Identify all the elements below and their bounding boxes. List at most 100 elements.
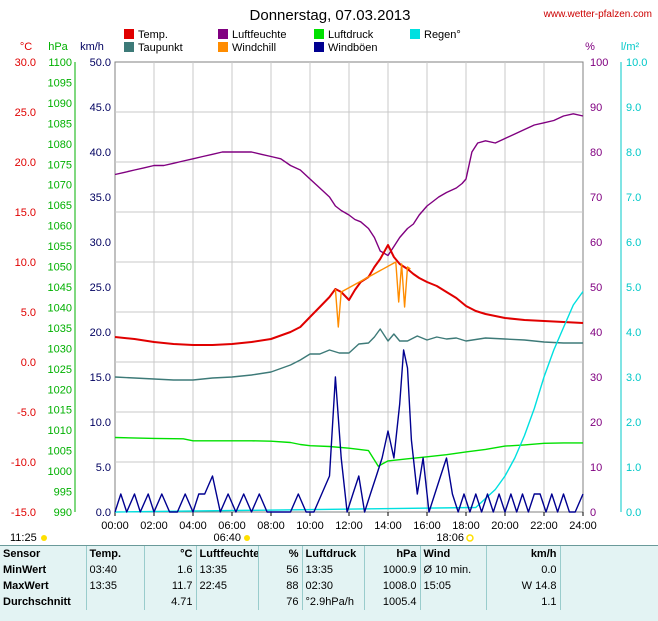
stats-header-wind-unit: km/h <box>486 546 561 562</box>
y-tick-label-temp: 15.0 <box>15 207 36 219</box>
y-tick-label-pressure: 1080 <box>48 139 72 151</box>
x-tick-label: 00:00 <box>101 520 129 532</box>
x-tick-label: 08:00 <box>257 520 285 532</box>
stats-row-label: MaxWert <box>0 578 87 594</box>
stats-row-average: Durchschnitt 4.71 76 °2.9hPa/h 1005.4 1.… <box>0 594 561 610</box>
legend-swatch <box>314 29 324 39</box>
legend-label: Windchill <box>232 42 276 54</box>
plot-area <box>114 113 584 513</box>
stats-row-min: MinWert 03:40 1.6 13:35 56 13:35 1000.9 … <box>0 562 561 578</box>
stats-humidity-value: 88 <box>258 578 303 594</box>
x-tick-label: 02:00 <box>140 520 168 532</box>
y-tick-label-pressure: 1050 <box>48 262 72 274</box>
stats-header-temp: Temp. <box>86 546 145 562</box>
y-tick-label-wind: 0.0 <box>96 507 111 519</box>
sunrise-label: 06:40 <box>213 532 241 544</box>
statistics-table: Sensor Temp. °C Luftfeuchte % Luftdruck … <box>0 546 561 610</box>
stats-row-max: MaxWert 13:35 11.7 22:45 88 02:30 1008.0… <box>0 578 561 594</box>
y-tick-label-temp: 20.0 <box>15 157 36 169</box>
legend-swatch <box>218 29 228 39</box>
y-tick-label-pressure: 1060 <box>48 221 72 233</box>
x-tick-label: 10:00 <box>296 520 324 532</box>
stats-header-temp-unit: °C <box>144 546 197 562</box>
series-line <box>114 328 583 381</box>
series-line <box>334 261 411 328</box>
y-tick-label-pressure: 1000 <box>48 466 72 478</box>
y-tick-label-pressure: 1040 <box>48 302 72 314</box>
stats-pressure-time: 02:30 <box>302 578 365 594</box>
y-tick-label-pressure: 1090 <box>48 98 72 110</box>
y-tick-label-rain: 9.0 <box>626 102 641 114</box>
stats-header-humidity-unit: % <box>258 546 303 562</box>
y-tick-label-temp: 10.0 <box>15 257 36 269</box>
y-tick-label-rain: 7.0 <box>626 192 641 204</box>
y-tick-label-wind: 25.0 <box>90 282 111 294</box>
stats-wind-value: 1.1 <box>486 594 561 610</box>
y-axis-unit-rain: l/m² <box>621 41 640 53</box>
x-tick-label: 12:00 <box>335 520 363 532</box>
legend-label: Taupunkt <box>138 42 183 54</box>
stats-pressure-value: 1008.0 <box>364 578 421 594</box>
stats-row-label: MinWert <box>0 562 87 578</box>
series-line <box>114 436 583 467</box>
y-tick-label-wind: 40.0 <box>90 147 111 159</box>
stats-humidity-value: 56 <box>258 562 303 578</box>
y-tick-label-wind: 5.0 <box>96 462 111 474</box>
y-tick-label-temp: 0.0 <box>21 357 36 369</box>
legend-swatch <box>410 29 420 39</box>
y-tick-label-humidity: 20 <box>590 417 602 429</box>
legend-swatch <box>314 42 324 52</box>
y-tick-label-wind: 20.0 <box>90 327 111 339</box>
x-tick-label: 06:00 <box>218 520 246 532</box>
y-axis-unit-temp: °C <box>20 41 32 53</box>
y-tick-label-pressure: 1030 <box>48 343 72 355</box>
sun-icon <box>41 535 47 541</box>
x-tick-label: 20:00 <box>491 520 519 532</box>
stats-wind-value: W 14.8 <box>486 578 561 594</box>
y-tick-label-humidity: 90 <box>590 102 602 114</box>
y-tick-label-pressure: 1020 <box>48 384 72 396</box>
stats-row-label: Durchschnitt <box>0 594 87 610</box>
stats-humidity-time <box>196 594 259 610</box>
stats-temp-value: 4.71 <box>144 594 197 610</box>
stats-header-sensor: Sensor <box>0 546 87 562</box>
y-tick-label-pressure: 1055 <box>48 241 72 253</box>
site-url[interactable]: www.wetter-pfalzen.com <box>543 9 652 20</box>
sunrise-icon <box>244 535 250 541</box>
stats-pressure-value: 1005.4 <box>364 594 421 610</box>
y-tick-label-pressure: 1085 <box>48 118 72 130</box>
stats-pressure-time: °2.9hPa/h <box>302 594 365 610</box>
legend-label: Temp. <box>138 29 168 41</box>
y-tick-label-wind: 35.0 <box>90 192 111 204</box>
y-tick-label-temp: -5.0 <box>17 407 36 419</box>
y-tick-label-rain: 8.0 <box>626 147 641 159</box>
stats-humidity-value: 76 <box>258 594 303 610</box>
y-tick-label-humidity: 30 <box>590 372 602 384</box>
stats-header-pressure: Luftdruck <box>302 546 365 562</box>
legend-swatch <box>218 42 228 52</box>
y-tick-label-pressure: 1005 <box>48 446 72 458</box>
y-tick-label-rain: 0.0 <box>626 507 641 519</box>
y-tick-label-humidity: 80 <box>590 147 602 159</box>
stats-temp-time: 13:35 <box>86 578 145 594</box>
weather-chart: Donnerstag, 07.03.2013 www.wetter-pfalze… <box>10 7 652 544</box>
x-tick-label: 22:00 <box>530 520 558 532</box>
series-line <box>114 113 584 257</box>
y-axis-unit-wind: km/h <box>80 41 104 53</box>
series-line <box>114 349 584 513</box>
y-tick-label-wind: 15.0 <box>90 372 111 384</box>
sunset-icon <box>466 534 474 542</box>
y-tick-label-rain: 3.0 <box>626 372 641 384</box>
y-tick-label-pressure: 1075 <box>48 159 72 171</box>
y-tick-label-rain: 2.0 <box>626 417 641 429</box>
y-tick-label-pressure: 1015 <box>48 405 72 417</box>
y-tick-label-temp: -10.0 <box>11 457 36 469</box>
chart-axes: 00:00 02:00 04:00 06:00 08:00 10:00 12:00 14:00… <box>11 41 648 532</box>
y-tick-label-pressure: 1065 <box>48 200 72 212</box>
legend-label: Luftfeuchte <box>232 29 286 41</box>
y-tick-label-temp: 25.0 <box>15 107 36 119</box>
y-tick-label-humidity: 70 <box>590 192 602 204</box>
y-axis-unit-pressure: hPa <box>48 41 68 53</box>
chart-title: Donnerstag, 07.03.2013 <box>250 7 411 24</box>
